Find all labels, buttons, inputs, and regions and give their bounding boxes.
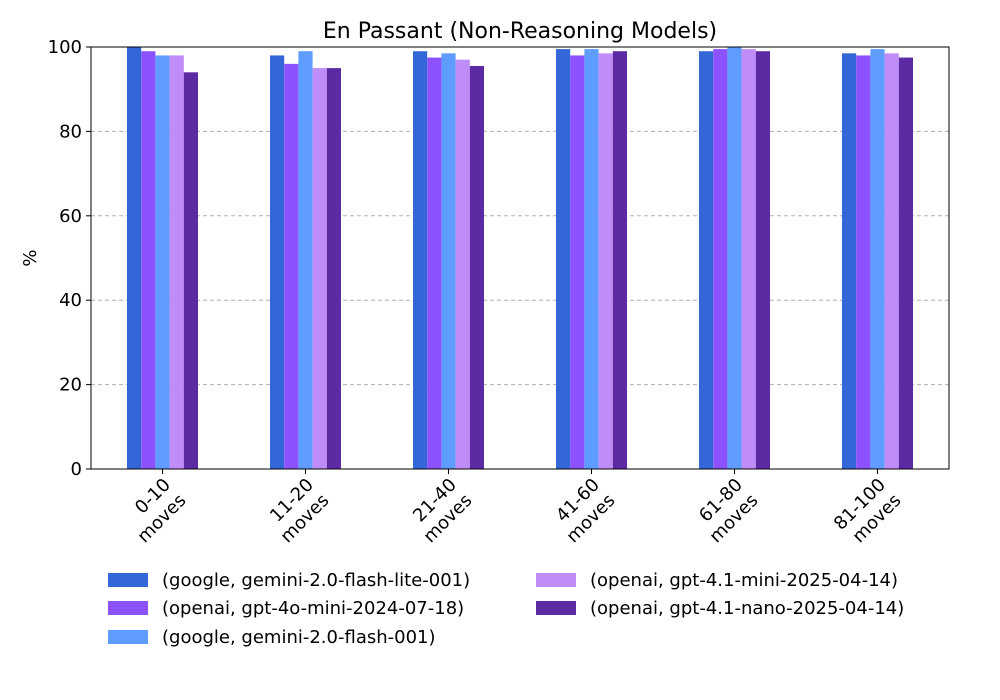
x-tick-label: 11-20moves xyxy=(261,475,334,548)
legend: (google, gemini-2.0-flash-lite-001) (open… xyxy=(108,566,968,656)
legend-item: (openai, gpt-4.1-nano-2025-04-14) xyxy=(536,594,904,622)
chart-title: En Passant (Non-Reasoning Models) xyxy=(323,19,717,44)
legend-swatch xyxy=(536,573,576,587)
bar xyxy=(713,49,728,470)
x-tick-label: 61-80moves xyxy=(690,475,763,548)
bar xyxy=(842,53,857,470)
bar xyxy=(284,63,299,469)
legend-item: (google, gemini-2.0-flash-001) xyxy=(108,623,436,651)
y-tick-label: 100 xyxy=(48,37,82,58)
y-tick-label: 60 xyxy=(59,206,82,227)
legend-label: (openai, gpt-4.1-mini-2025-04-14) xyxy=(590,569,899,591)
bar xyxy=(469,65,484,470)
bar xyxy=(570,55,585,469)
legend-swatch xyxy=(108,630,148,644)
y-axis-ticks: 0 20 40 60 80 100 xyxy=(48,37,91,480)
bar xyxy=(584,49,599,470)
legend-swatch xyxy=(108,601,148,615)
bar xyxy=(427,57,442,470)
bar xyxy=(312,68,327,469)
bar xyxy=(884,53,899,470)
legend-item: (openai, gpt-4.1-mini-2025-04-14) xyxy=(536,566,898,594)
bar xyxy=(741,49,756,470)
bar xyxy=(413,51,428,469)
bar xyxy=(898,57,913,470)
bar xyxy=(326,68,341,469)
bars xyxy=(127,47,913,470)
grid-lines xyxy=(91,130,949,386)
bar xyxy=(699,51,714,469)
legend-item: (google, gemini-2.0-flash-lite-001) xyxy=(108,566,470,594)
bar xyxy=(755,51,770,469)
legend-swatch xyxy=(108,573,148,587)
y-tick-label: 20 xyxy=(59,375,82,396)
bar xyxy=(727,47,742,469)
x-axis-ticks: 0-10moves 11-20moves 21-40moves 41-60moves 6… xyxy=(118,469,905,550)
bar xyxy=(856,55,871,469)
bar xyxy=(556,49,571,470)
bar xyxy=(598,53,613,470)
y-tick-label: 40 xyxy=(59,290,82,311)
bar xyxy=(270,55,285,469)
bar xyxy=(298,51,313,469)
legend-label: (google, gemini-2.0-flash-lite-001) xyxy=(162,569,471,591)
x-tick-label: 41-60moves xyxy=(547,475,620,548)
y-axis-label: % xyxy=(20,249,41,266)
legend-label: (openai, gpt-4o-mini-2024-07-18) xyxy=(162,597,465,619)
x-tick-label: 0-10moves xyxy=(118,475,191,548)
legend-label: (google, gemini-2.0-flash-001) xyxy=(162,626,436,648)
bar xyxy=(870,49,885,470)
x-tick-label: 21-40moves xyxy=(404,475,477,548)
y-tick-label: 80 xyxy=(59,121,82,142)
x-tick-label: 81-100moves xyxy=(830,475,905,550)
y-tick-label: 0 xyxy=(71,459,82,480)
bar xyxy=(455,59,470,469)
bar xyxy=(612,51,627,469)
bar xyxy=(155,55,170,469)
legend-swatch xyxy=(536,601,576,615)
bar xyxy=(141,51,156,469)
bar xyxy=(169,55,184,469)
legend-item: (openai, gpt-4o-mini-2024-07-18) xyxy=(108,594,464,622)
bar xyxy=(441,53,456,470)
plot-frame xyxy=(90,46,950,470)
legend-label: (openai, gpt-4.1-nano-2025-04-14) xyxy=(590,597,905,619)
bar xyxy=(183,72,198,469)
bar xyxy=(127,47,142,469)
